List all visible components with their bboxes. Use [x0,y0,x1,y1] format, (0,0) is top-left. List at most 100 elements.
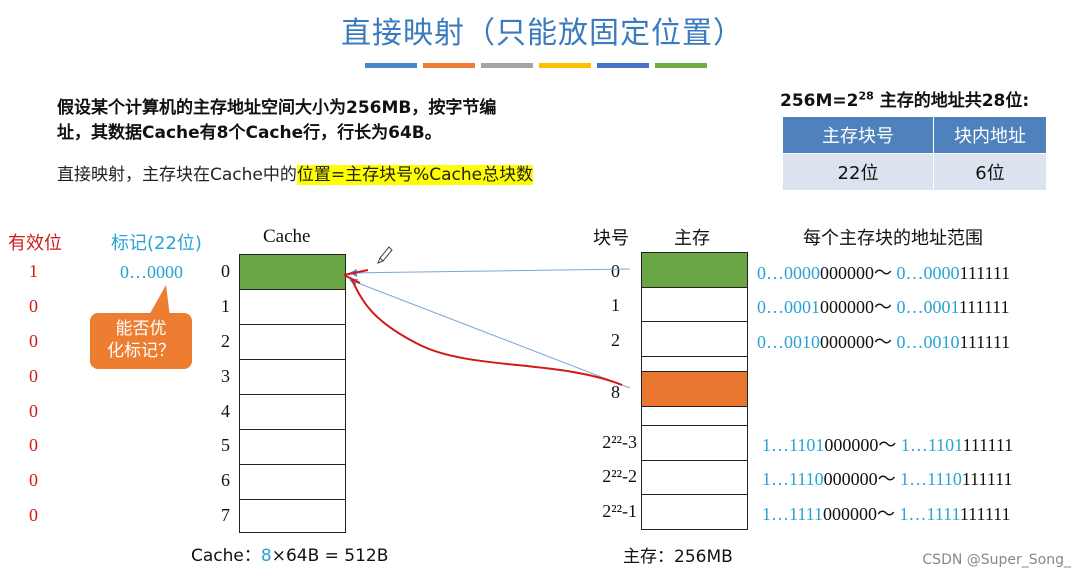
range-tag: 0…0001 [757,297,820,317]
accent-bar-5 [597,63,649,68]
memory-caption: 主存：256MB [623,547,733,567]
memory-block-last-1 [641,494,748,530]
value-block-number: 22位 [782,153,934,191]
tag-value: 0…0000 [120,262,183,282]
tag-header: 标记(22位) [111,233,202,254]
address-format-table: 主存块号 块内地址 22位 6位 [782,116,1047,191]
range-tag: 0…0010 [896,332,960,352]
cache-line-number: 6 [221,470,230,490]
memory-title: 主存 [674,228,710,249]
range-offset: 111111 [959,297,1010,317]
cache-line-6 [239,464,346,500]
memory-block-label: 8 [611,382,620,402]
valid-bit: 1 [29,261,38,281]
handwritten-arrow [351,279,623,386]
address-range-row: 0…0000000000～ 0…0000111111 [757,259,1010,285]
callout-line-1: 能否优 [115,319,167,339]
cache-line-7 [239,499,346,533]
address-range-row: 0…0001000000～ 0…0001111111 [757,293,1010,319]
problem-statement: 假设某个计算机的主存地址空间大小为256MB，按字节编 址，其数据Cache有8… [57,96,597,146]
valid-bit: 0 [29,296,38,316]
valid-bit-header: 有效位 [8,233,62,254]
range-offset: 000000～ [820,332,897,352]
block-number-header: 块号 [593,228,629,249]
accent-bar-1 [365,63,417,68]
range-offset: 000000～ [824,435,901,455]
range-tag: 1…1110 [762,469,824,489]
memory-block-1 [641,287,748,322]
memory-block-label: 0 [611,261,620,281]
cache-line-5 [239,429,346,465]
accent-bar-4 [539,63,591,68]
cache-caption-number: 8 [260,546,272,566]
handwritten-arrowhead [343,269,369,284]
address-info-suffix: 主存的地址共28位: [873,91,1030,111]
accent-bar-2 [423,63,475,68]
range-tag: 0…0010 [757,332,820,352]
valid-bit: 0 [29,401,38,421]
accent-bar-6 [655,63,707,68]
header-block-offset: 块内地址 [933,116,1047,154]
address-range-row: 1…1111000000～ 1…1111111111 [762,500,1011,526]
cache-caption: Cache：8×64B = 512B [191,541,388,566]
cache-line-number: 5 [221,435,230,455]
cache-line-number: 1 [221,296,230,316]
address-range-row: 0…0010000000～ 0…0010111111 [757,328,1010,354]
address-range-header: 每个主存块的地址范围 [803,228,983,249]
range-tag: 0…0001 [896,297,960,317]
range-offset: 111111 [959,332,1011,352]
memory-block-0 [641,252,748,288]
range-offset: 111111 [960,504,1011,524]
valid-bit: 0 [29,470,38,490]
callout-line-2: 化标记？ [107,341,175,361]
valid-bit: 0 [29,505,38,525]
range-offset: 000000～ [820,263,897,283]
range-tag: 1…1101 [762,435,825,455]
memory-block-label: 1 [611,295,620,315]
cache-caption-prefix: Cache： [191,546,261,566]
address-range-row: 1…1101000000～ 1…1101111111 [762,431,1013,457]
valid-bit: 0 [29,366,38,386]
map-arrow-block-0 [349,268,631,277]
memory-block-2 [641,321,748,357]
memory-block-label: 2²²-1 [602,501,637,521]
cache-line-2 [239,324,346,360]
cache-line-number: 7 [221,505,230,525]
memory-block-last-2 [641,460,748,495]
problem-line-2: 址，其数据Cache有8个Cache行，行长为64B。 [57,123,442,143]
range-tag: 1…1110 [900,469,962,489]
range-offset: 000000～ [823,504,900,524]
pencil-icon [377,246,393,264]
range-offset: 111111 [961,469,1013,489]
problem-line-1: 假设某个计算机的主存地址空间大小为256MB，按字节编 [57,98,497,118]
address-info: 256M=228 主存的地址共28位: [780,86,1029,111]
range-tag: 1…1111 [762,504,823,524]
range-tag: 0…0000 [757,263,820,283]
value-block-offset: 6位 [933,153,1047,191]
cache-line-number: 2 [221,331,230,351]
mapping-rule-highlight: 位置=主存块号%Cache总块数 [296,165,534,185]
cache-line-number: 3 [221,366,230,386]
range-offset: 000000～ [823,469,901,489]
cache-title: Cache [263,226,311,247]
range-tag: 1…1111 [899,504,961,524]
valid-bit: 0 [29,435,38,455]
memory-block-label: 2²²-2 [602,466,637,486]
address-range-row: 1…1110000000～ 1…1110111111 [762,465,1013,491]
watermark: CSDN @Super_Song_ [922,552,1071,568]
optimize-tag-callout: 能否优 化标记？ [90,313,192,369]
range-tag: 1…1101 [900,435,963,455]
cache-line-4 [239,394,346,430]
map-arrow-block-8 [349,278,631,389]
accent-bar-3 [481,63,533,68]
cache-line-1 [239,289,346,325]
valid-bit: 0 [29,331,38,351]
mapping-rule-prefix: 直接映射，主存块在Cache中的 [57,165,297,185]
cache-caption-suffix: ×64B = 512B [271,546,389,566]
mapping-rule: 直接映射，主存块在Cache中的位置=主存块号%Cache总块数 [57,160,534,185]
memory-block-label: 2²²-3 [602,432,637,452]
range-offset: 111111 [959,263,1011,283]
memory-block-label: 2 [611,330,620,350]
cache-line-number: 4 [221,401,230,421]
